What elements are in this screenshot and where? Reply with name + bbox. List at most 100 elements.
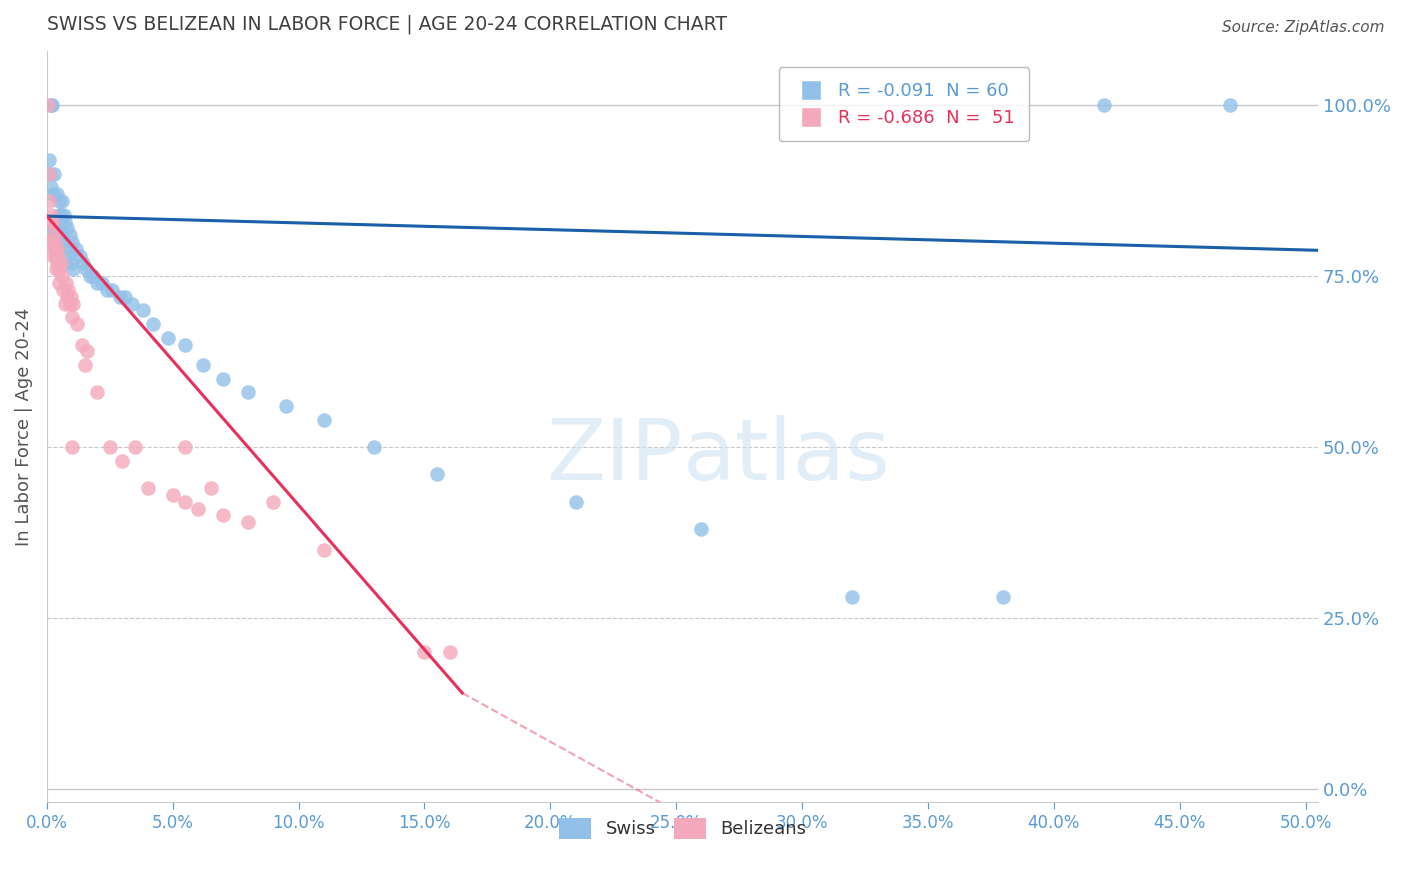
Point [121, 296, 143, 310]
Point [58, 249, 80, 263]
Point [55, 276, 77, 290]
Point [38, 167, 60, 181]
Point [162, 488, 184, 502]
Point [76, 344, 98, 359]
Point [45, 249, 67, 263]
Point [111, 453, 134, 467]
Point [38, 153, 60, 168]
Point [993, 591, 1015, 605]
Point [53, 208, 76, 222]
Point [42, 187, 65, 202]
Point [1219, 98, 1241, 112]
Point [53, 214, 76, 228]
Point [72, 255, 94, 269]
Point [131, 303, 153, 318]
Point [41, 214, 63, 228]
Point [73, 358, 96, 372]
Point [51, 228, 73, 243]
Point [142, 317, 165, 331]
Text: SWISS VS BELIZEAN IN LABOR FORCE | AGE 20-24 CORRELATION CHART: SWISS VS BELIZEAN IN LABOR FORCE | AGE 2… [46, 15, 727, 35]
Point [45, 262, 67, 277]
Point [49, 255, 72, 269]
Point [60, 310, 83, 325]
Point [44, 235, 66, 249]
Text: ZIP: ZIP [546, 415, 682, 498]
Point [439, 645, 461, 659]
Point [86, 276, 108, 290]
Point [86, 385, 108, 400]
Point [56, 221, 79, 235]
Point [274, 399, 297, 413]
Point [46, 242, 69, 256]
Point [114, 290, 136, 304]
Point [690, 522, 713, 536]
Point [58, 296, 80, 310]
Point [200, 481, 222, 495]
Point [124, 440, 146, 454]
Point [156, 331, 179, 345]
Point [136, 481, 159, 495]
Point [41, 98, 63, 112]
Point [238, 515, 260, 529]
Point [38, 214, 60, 228]
Point [426, 467, 449, 482]
Point [41, 98, 63, 112]
Text: atlas: atlas [682, 415, 890, 498]
Point [38, 194, 60, 208]
Point [564, 494, 586, 508]
Point [42, 235, 65, 249]
Point [70, 337, 93, 351]
Point [212, 508, 235, 523]
Point [108, 290, 131, 304]
Point [60, 235, 83, 249]
Point [98, 440, 121, 454]
Point [62, 262, 84, 277]
Point [39, 208, 62, 222]
Point [46, 255, 69, 269]
Point [96, 283, 118, 297]
Point [48, 208, 70, 222]
Point [51, 269, 73, 284]
Point [413, 645, 436, 659]
Point [66, 317, 89, 331]
Point [51, 194, 73, 208]
Y-axis label: In Labor Force | Age 20-24: In Labor Force | Age 20-24 [15, 308, 32, 546]
Point [191, 358, 214, 372]
Point [46, 187, 69, 202]
Point [58, 283, 80, 297]
Point [44, 167, 66, 181]
Point [42, 249, 65, 263]
Point [46, 221, 69, 235]
Point [41, 180, 63, 194]
Point [41, 228, 63, 243]
Point [49, 208, 72, 222]
Point [60, 440, 83, 454]
Point [42, 228, 65, 243]
Text: Source: ZipAtlas.com: Source: ZipAtlas.com [1222, 20, 1385, 35]
Point [1092, 98, 1115, 112]
Point [841, 591, 863, 605]
Point [48, 262, 70, 277]
Point [174, 494, 197, 508]
Point [48, 194, 70, 208]
Legend: Swiss, Belizeans: Swiss, Belizeans [551, 811, 814, 846]
Point [41, 235, 63, 249]
Point [58, 228, 80, 243]
Point [187, 501, 209, 516]
Point [312, 413, 335, 427]
Point [75, 262, 97, 277]
Point [37, 98, 59, 112]
Point [62, 296, 84, 310]
Point [174, 440, 197, 454]
Point [312, 542, 335, 557]
Point [56, 290, 79, 304]
Point [53, 296, 76, 310]
Point [59, 255, 82, 269]
Point [212, 372, 235, 386]
Point [101, 283, 124, 297]
Point [45, 249, 67, 263]
Point [39, 221, 62, 235]
Point [238, 385, 260, 400]
Point [45, 214, 67, 228]
Point [41, 235, 63, 249]
